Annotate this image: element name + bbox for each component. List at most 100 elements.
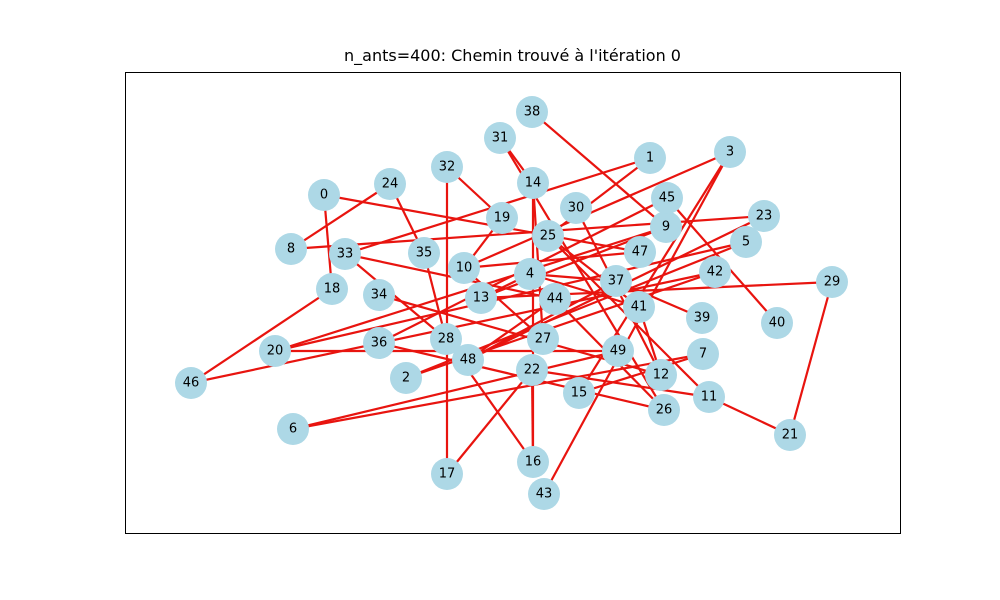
node-label: 46	[183, 376, 200, 391]
node-label: 42	[707, 265, 724, 280]
node-39: 39	[686, 302, 718, 334]
node-circle	[452, 344, 484, 376]
node-46: 46	[175, 367, 207, 399]
node-0: 0	[308, 179, 340, 211]
node-circle	[175, 367, 207, 399]
node-label: 23	[756, 209, 773, 224]
node-label: 48	[460, 353, 477, 368]
node-49: 49	[602, 335, 634, 367]
node-25: 25	[532, 220, 564, 252]
node-26: 26	[648, 394, 680, 426]
node-circle	[431, 151, 463, 183]
node-label: 18	[324, 282, 341, 297]
node-circle	[648, 394, 680, 426]
plot-frame	[125, 72, 901, 534]
node-circle	[516, 354, 548, 386]
node-circle	[390, 362, 422, 394]
node-circle	[517, 167, 549, 199]
node-38: 38	[516, 96, 548, 128]
node-circle	[430, 323, 462, 355]
node-9: 9	[650, 211, 682, 243]
node-48: 48	[452, 344, 484, 376]
node-32: 32	[431, 151, 463, 183]
node-circle	[539, 283, 571, 315]
node-14: 14	[517, 167, 549, 199]
node-circle	[277, 413, 309, 445]
edge-10-47	[463, 250, 641, 270]
edge-0-47	[323, 193, 641, 254]
edge-9-38	[531, 111, 667, 228]
node-circle	[686, 302, 718, 334]
node-label: 17	[439, 467, 456, 482]
node-circle	[517, 446, 549, 478]
node-36: 36	[363, 327, 395, 359]
node-label: 6	[289, 422, 297, 437]
node-28: 28	[430, 323, 462, 355]
node-label: 21	[782, 428, 799, 443]
node-15: 15	[563, 377, 595, 409]
node-27: 27	[527, 323, 559, 355]
node-21: 21	[774, 419, 806, 451]
node-circle	[563, 377, 595, 409]
node-circle	[651, 182, 683, 214]
node-circle	[527, 323, 559, 355]
node-label: 28	[438, 332, 455, 347]
node-label: 12	[653, 368, 670, 383]
node-7: 7	[687, 338, 719, 370]
node-circle	[645, 359, 677, 391]
node-8: 8	[275, 233, 307, 265]
node-circle	[528, 478, 560, 510]
node-circle	[408, 237, 440, 269]
node-label: 15	[571, 386, 588, 401]
node-16: 16	[517, 446, 549, 478]
node-label: 2	[402, 371, 410, 386]
nodes-layer: 0123456789101112131415161718192021222324…	[175, 96, 848, 510]
edge-6-7	[292, 352, 704, 431]
edge-11-22	[531, 368, 710, 399]
node-1: 1	[634, 142, 666, 174]
node-circle	[761, 307, 793, 339]
node-42: 42	[699, 256, 731, 288]
figure-title: n_ants=400: Chemin trouvé à l'itération …	[344, 46, 681, 65]
node-label: 31	[492, 131, 509, 146]
node-label: 35	[416, 246, 433, 261]
node-11: 11	[693, 381, 725, 413]
edge-3-43	[543, 151, 731, 495]
node-circle	[714, 136, 746, 168]
node-circle	[514, 258, 546, 290]
node-label: 1	[646, 151, 654, 166]
node-label: 5	[742, 235, 750, 250]
node-label: 20	[267, 344, 284, 359]
edge-24-8	[290, 183, 391, 250]
node-47: 47	[624, 236, 656, 268]
edge-33-44	[344, 252, 556, 301]
node-label: 45	[659, 191, 676, 206]
edge-25-41	[547, 235, 640, 308]
node-label: 40	[769, 316, 786, 331]
node-3: 3	[714, 136, 746, 168]
node-20: 20	[259, 335, 291, 367]
node-circle	[816, 266, 848, 298]
node-label: 8	[287, 242, 295, 257]
node-18: 18	[316, 273, 348, 305]
node-label: 22	[524, 363, 541, 378]
node-circle	[486, 202, 518, 234]
edge-28-33	[344, 253, 447, 340]
node-label: 32	[439, 160, 456, 175]
node-label: 25	[540, 229, 557, 244]
edge-17-22	[446, 369, 533, 475]
node-5: 5	[730, 226, 762, 258]
node-label: 36	[371, 336, 388, 351]
edge-18-46	[190, 288, 333, 384]
node-label: 44	[547, 292, 564, 307]
node-19: 19	[486, 202, 518, 234]
node-circle	[624, 236, 656, 268]
node-label: 39	[694, 311, 711, 326]
node-24: 24	[374, 168, 406, 200]
node-4: 4	[514, 258, 546, 290]
edge-21-29	[788, 281, 834, 436]
node-circle	[431, 458, 463, 490]
node-17: 17	[431, 458, 463, 490]
node-circle	[484, 122, 516, 154]
